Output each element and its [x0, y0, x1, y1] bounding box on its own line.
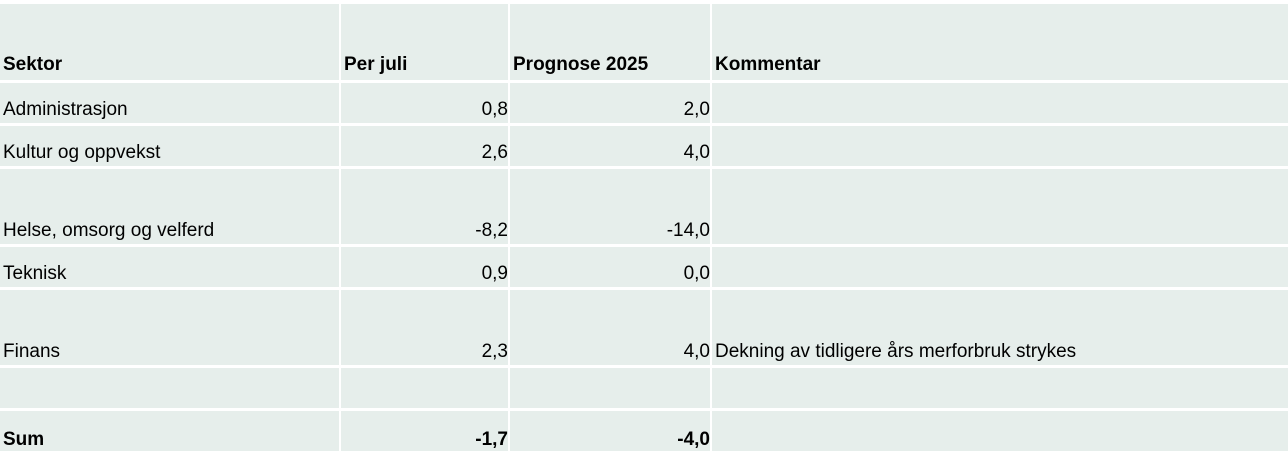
row-comment — [712, 169, 1288, 247]
row-forecast: 4,0 — [510, 126, 710, 169]
total-comment — [712, 411, 1288, 451]
row-sector: Teknisk — [0, 247, 339, 290]
row-comment: Dekning av tidligere års merforbruk stry… — [712, 290, 1288, 368]
row-forecast: 0,0 — [510, 247, 710, 290]
row-per-july: 0,8 — [341, 83, 508, 126]
row-sector: Kultur og oppvekst — [0, 126, 339, 169]
row-per-july: 2,3 — [341, 290, 508, 368]
empty-cell — [510, 368, 710, 411]
header-comment: Kommentar — [712, 4, 1288, 83]
empty-cell — [341, 368, 508, 411]
header-sector: Sektor — [0, 4, 339, 83]
row-sector: Administrasjon — [0, 83, 339, 126]
row-sector: Helse, omsorg og velferd — [0, 169, 339, 247]
header-per-july: Per juli — [341, 4, 508, 83]
row-per-july: 0,9 — [341, 247, 508, 290]
row-forecast: 2,0 — [510, 83, 710, 126]
total-per-july: -1,7 — [341, 411, 508, 451]
header-forecast: Prognose 2025 — [510, 4, 710, 83]
row-forecast: 4,0 — [510, 290, 710, 368]
row-comment — [712, 126, 1288, 169]
row-per-july: 2,6 — [341, 126, 508, 169]
row-per-july: -8,2 — [341, 169, 508, 247]
row-comment — [712, 247, 1288, 290]
row-sector: Finans — [0, 290, 339, 368]
total-forecast: -4,0 — [510, 411, 710, 451]
empty-cell — [712, 368, 1288, 411]
total-sector: Sum — [0, 411, 339, 451]
row-forecast: -14,0 — [510, 169, 710, 247]
budget-table: Sektor Per juli Prognose 2025 Kommentar … — [0, 4, 1288, 451]
empty-cell — [0, 368, 339, 411]
row-comment — [712, 83, 1288, 126]
